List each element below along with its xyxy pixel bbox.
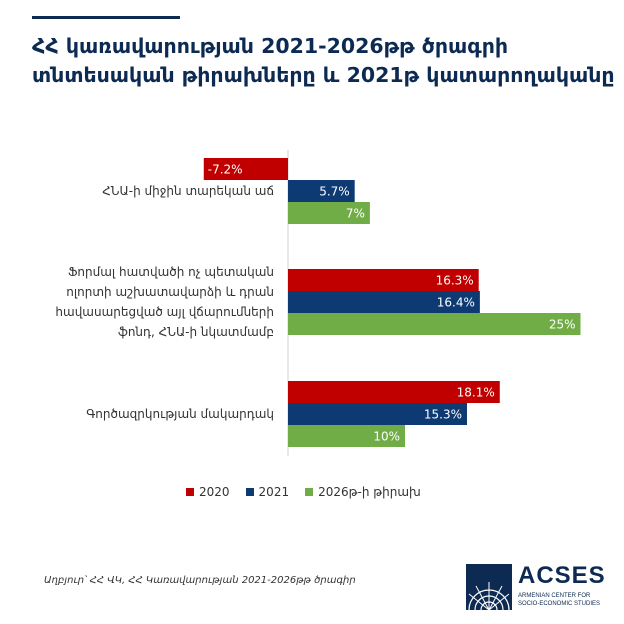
bar-2020: [288, 269, 479, 291]
logo-subtitle-line-2: SOCIO-ECONOMIC STUDIES: [518, 601, 601, 607]
title-line-2: տնտեսական թիրախները և 2021թ կատարողականը: [32, 63, 615, 87]
legend-label-2020: 2020: [199, 485, 230, 499]
logo-emblem-icon: [466, 564, 512, 610]
title-accent-bar: [32, 16, 180, 19]
legend-swatch-2020: [186, 488, 194, 496]
bar-2021: [288, 180, 355, 202]
legend-swatch-target: [305, 488, 314, 496]
bar-chart: ՀՆԱ-ի միջին տարեկան աճ -7.2% 5.7% 7% Ֆորմալ …: [55, 150, 581, 456]
legend-label-target: 2026թ-ի թիրախ: [318, 485, 421, 499]
category-label: ՀՆԱ-ի միջին տարեկան աճ: [102, 184, 274, 198]
legend-label-2021: 2021: [258, 485, 290, 499]
data-label: 10%: [373, 430, 400, 444]
data-label: 25%: [549, 318, 576, 332]
bar-2026թ-ի-թիրախ: [288, 425, 405, 447]
data-label: 16.3%: [436, 274, 474, 288]
legend-swatch-2021: [245, 488, 254, 496]
title-line-1: ՀՀ կառավարության 2021-2026թթ ծրագրի: [32, 34, 509, 58]
bar-2021: [288, 403, 468, 425]
logo-name: ACSES: [518, 562, 606, 589]
bar-2026թ-ի-թիրախ: [288, 202, 370, 224]
data-label: 7%: [346, 207, 365, 221]
legend-item-2021: 2021: [245, 485, 290, 499]
category-label: ֆոնդ, ՀՆԱ-ի նկատմամբ: [118, 325, 274, 339]
legend-item-target: 2026թ-ի թիրախ: [305, 485, 421, 499]
logo-subtitle-line-1: ARMENIAN CENTER FOR: [518, 593, 591, 599]
data-label: 18.1%: [457, 386, 495, 400]
category-label: ոլորտի աշխատավարձի և դրան: [66, 285, 274, 299]
chart-title: ՀՀ կառավարության 2021-2026թթ ծրագրի տնտե…: [32, 32, 615, 90]
logo-subtitle: ARMENIAN CENTER FOR SOCIO-ECONOMIC STUDI…: [518, 592, 600, 608]
source-note: Աղբյուր՝ ՀՀ ՎԿ, ՀՀ Կառավարության 2021-20…: [44, 575, 356, 586]
acses-logo: ACSES ARMENIAN CENTER FOR SOCIO-ECONOMIC…: [466, 562, 616, 616]
legend: 2020 2021 2026թ-ի թիրախ: [186, 485, 437, 499]
category-label: Ֆորմալ հատվածի ոչ պետական: [68, 265, 274, 279]
bar-2020: [288, 381, 500, 403]
bar-2020: [203, 158, 288, 180]
data-label: -7.2%: [208, 163, 243, 177]
data-label: 5.7%: [319, 185, 350, 199]
data-label: 16.4%: [437, 296, 475, 310]
legend-item-2020: 2020: [186, 485, 230, 499]
bar-2026թ-ի-թիրախ: [288, 313, 581, 335]
data-label: 15.3%: [424, 408, 462, 422]
category-label: հավասարեցված այլ վճարումների: [55, 305, 274, 319]
bar-2021: [288, 291, 480, 313]
category-label: Գործազրկության մակարդակ: [86, 407, 274, 421]
